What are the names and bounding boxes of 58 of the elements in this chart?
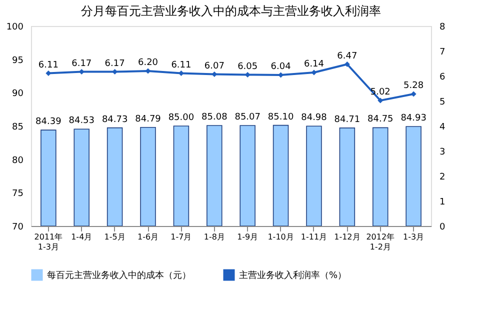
y-tick-label: 100 — [6, 22, 24, 32]
legend-label: 每百元主营业务收入中的成本（元） — [47, 270, 191, 281]
x-tick-label: 1-3月 — [403, 232, 424, 242]
data-label: 6.11 — [171, 60, 192, 70]
x-tick-label: 1-6月 — [137, 232, 159, 242]
data-label: 84.75 — [367, 114, 394, 125]
x-tick-label: 2011年 1-3月 — [34, 232, 63, 252]
data-label: 6.04 — [270, 62, 292, 72]
data-label: 85.00 — [168, 113, 194, 123]
y-tick-label: 90 — [12, 89, 24, 100]
x-tick-label: 2012年 1-2月 — [366, 232, 395, 252]
y2-tick-label: 2 — [440, 172, 446, 182]
y2-tick-label: 1 — [440, 198, 446, 208]
x-tick-label: 1-4月 — [71, 232, 92, 242]
data-label: 85.07 — [234, 112, 260, 123]
legend-label: 主营业务收入利润率（%） — [239, 270, 347, 281]
y2-tick-label: 5 — [440, 98, 446, 108]
point — [344, 62, 350, 67]
x-tick-label: 1-8月 — [204, 232, 225, 242]
x-tick-label: 1-5月 — [104, 232, 126, 242]
x-tick-label: 1-11月 — [300, 232, 328, 242]
data-label: 84.71 — [334, 114, 360, 125]
data-label: 84.98 — [301, 113, 328, 124]
x-tick-label: 1-10月 — [268, 232, 294, 242]
x-tick-label: 1-7月 — [170, 232, 192, 242]
data-label: 6.17 — [104, 58, 125, 69]
y2-tick-label: 7 — [440, 48, 446, 58]
x-tick-label: 1-9月 — [237, 232, 258, 242]
y-tick-label: 95 — [12, 56, 24, 66]
data-label: 84.93 — [400, 113, 426, 124]
data-label: 6.47 — [337, 51, 358, 62]
data-label: 84.73 — [102, 114, 128, 125]
data-label: 84.53 — [68, 116, 95, 126]
y2-tick-label: 3 — [440, 148, 446, 158]
data-label: 84.39 — [36, 117, 62, 128]
data-label: 85.10 — [268, 112, 294, 122]
y2-tick-label: 0 — [440, 222, 446, 232]
data-label: 6.07 — [204, 61, 224, 72]
data-label: 6.14 — [304, 60, 324, 70]
y-tick-label: 85 — [12, 122, 24, 132]
data-label: 6.11 — [38, 60, 58, 70]
y-tick-label: 70 — [12, 222, 24, 232]
data-label: 6.20 — [138, 58, 158, 68]
data-label: 85.08 — [202, 112, 228, 122]
chart-title: 分月每百元主营业务收入中的成本与主营业务收入利润率 — [81, 4, 381, 18]
y-tick-label: 75 — [12, 189, 24, 200]
point — [378, 98, 384, 104]
data-label: 6.17 — [72, 58, 92, 69]
point — [410, 91, 416, 97]
point — [311, 70, 317, 76]
data-label: 84.79 — [135, 114, 162, 124]
data-label: 5.28 — [404, 81, 424, 91]
x-tick-label: 1-12月 — [334, 232, 360, 242]
y2-tick-label: 8 — [440, 22, 446, 32]
y2-tick-label: 4 — [440, 122, 446, 132]
data-label: 6.05 — [238, 62, 258, 72]
y-tick-label: 80 — [12, 156, 24, 166]
y2-tick-label: 6 — [440, 72, 446, 82]
